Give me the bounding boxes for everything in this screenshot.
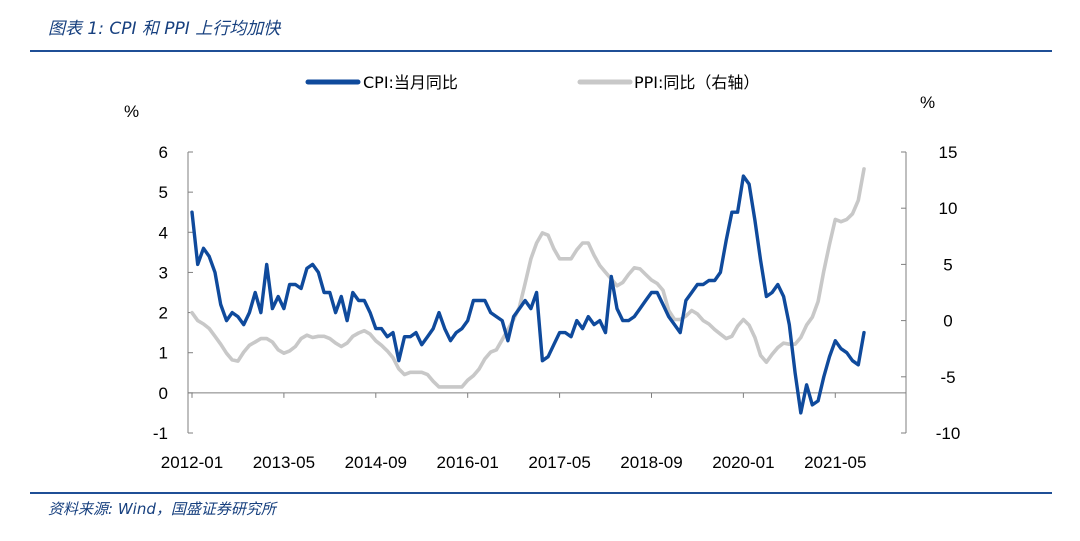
x-tick-label: 2021-05 [804, 453, 866, 472]
y-right-tick-label: -10 [936, 424, 961, 443]
y-right-unit: % [920, 93, 935, 112]
y-right-tick-label: 10 [939, 199, 958, 218]
x-tick-label: 2016-01 [436, 453, 498, 472]
y-left-tick-label: 3 [159, 263, 168, 282]
legend-cpi-label: CPI:当月同比 [363, 73, 458, 92]
x-tick-label: 2013-05 [253, 453, 315, 472]
y-right-tick-label: 0 [943, 312, 952, 331]
figure-source: 资料来源: Wind，国盛证券研究所 [48, 500, 276, 518]
x-tick-label: 2017-05 [528, 453, 590, 472]
x-tick-label: 2020-01 [712, 453, 774, 472]
x-tick-label: 2014-09 [345, 453, 407, 472]
y-right-tick-label: 5 [943, 255, 952, 274]
x-tick-label: 2018-09 [620, 453, 682, 472]
legend-ppi-label: PPI:同比（右轴） [634, 73, 759, 92]
y-right-tick-label: 15 [939, 143, 958, 162]
cpi-series-line [190, 174, 866, 415]
y-left-tick-label: -1 [153, 424, 168, 443]
ppi-series-line [190, 167, 866, 389]
figure-title: 图表 1: CPI 和 PPI 上行均加快 [48, 19, 281, 39]
y-left-tick-label: 5 [159, 183, 168, 202]
y-left-tick-label: 4 [159, 223, 168, 242]
y-left-unit: % [124, 102, 139, 121]
bottom-rule [30, 492, 1052, 494]
y-left-tick-label: 2 [159, 304, 168, 323]
y-right-tick-label: -5 [940, 368, 955, 387]
x-tick-label: 2012-01 [161, 453, 223, 472]
top-rule [30, 50, 1052, 52]
y-left-tick-label: 6 [159, 143, 168, 162]
y-left-tick-label: 0 [159, 384, 168, 403]
y-left-tick-label: 1 [159, 344, 168, 363]
